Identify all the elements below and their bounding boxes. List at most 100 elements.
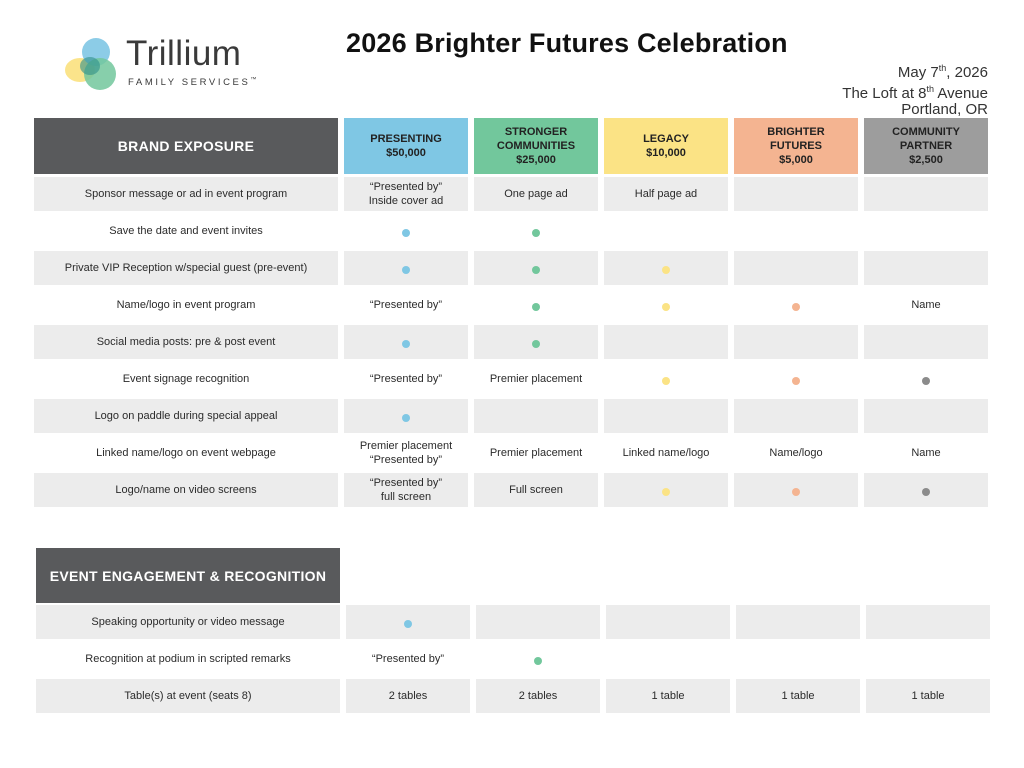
- legacy-benefit-cell: [604, 473, 728, 507]
- community-partner-benefit-cell: [864, 177, 988, 211]
- brand-exposure-header: BRAND EXPOSURE: [34, 118, 338, 174]
- stronger-communities-benefit-cell: [474, 325, 598, 359]
- trillium-logo: Trillium FAMILY SERVICES™: [60, 32, 280, 96]
- cell-text: Full screen: [509, 484, 563, 496]
- brighter-futures-benefit-cell: [736, 642, 860, 676]
- stronger-communities-benefit-cell: [474, 399, 598, 433]
- presenting-benefit-cell: [344, 251, 468, 285]
- brighter-futures-benefit-cell: [734, 325, 858, 359]
- cell-text: Inside cover ad: [368, 195, 444, 207]
- presenting-benefit-cell: [344, 325, 468, 359]
- benefit-label: Social media posts: pre & post event: [34, 325, 338, 359]
- event-engagement-table: Speaking opportunity or video message Rec…: [36, 605, 990, 713]
- tier-header-line: LEGACY: [643, 133, 689, 145]
- cell-text: 2 tables: [518, 690, 558, 702]
- cell-text: “Presented by”: [369, 454, 443, 466]
- brighter-futures-benefit-cell: [734, 177, 858, 211]
- benefit-label: Logo/name on video screens: [34, 473, 338, 507]
- cell-text: “Presented by”: [369, 373, 443, 385]
- event-city: Portland, OR: [901, 101, 988, 118]
- presenting-benefit-cell: “Presented by”: [344, 362, 468, 396]
- tier-header-line: PRESENTING: [370, 133, 442, 145]
- green-dot-icon: [532, 340, 540, 348]
- peach-dot-icon: [792, 377, 800, 385]
- presenting-benefit-cell: [344, 214, 468, 248]
- community-partner-benefit-cell: 1 table: [866, 679, 990, 713]
- cell-text: Name: [911, 447, 941, 459]
- presenting-benefit-cell: “Presented by”: [344, 288, 468, 322]
- blue-dot-icon: [404, 620, 412, 628]
- presenting-benefit-cell: “Presented by”: [346, 642, 470, 676]
- tier-header-line: $10,000: [646, 147, 686, 159]
- cell-text: Name: [911, 299, 941, 311]
- gray-dot-icon: [922, 488, 930, 496]
- brighter-futures-benefit-cell: [734, 399, 858, 433]
- benefit-label: Speaking opportunity or video message: [36, 605, 340, 639]
- presenting-benefit-cell: Premier placement “Presented by”: [344, 436, 468, 470]
- tier-header-community-partner: COMMUNITY PARTNER $2,500: [864, 118, 988, 174]
- legacy-benefit-cell: [604, 399, 728, 433]
- blue-dot-icon: [402, 340, 410, 348]
- tier-header-line: $25,000: [516, 154, 556, 166]
- cell-text: Half page ad: [634, 188, 698, 200]
- presenting-benefit-cell: “Presented by” Inside cover ad: [344, 177, 468, 211]
- cell-text: 1 table: [651, 690, 685, 702]
- page-title: 2026 Brighter Futures Celebration: [346, 28, 788, 58]
- cell-text: Premier placement: [489, 447, 583, 459]
- benefit-label: Recognition at podium in scripted remark…: [85, 653, 291, 665]
- brighter-futures-benefit-cell: 1 table: [736, 679, 860, 713]
- yellow-dot-icon: [662, 303, 670, 311]
- stronger-communities-benefit-cell: [476, 605, 600, 639]
- legacy-benefit-cell: Half page ad: [604, 177, 728, 211]
- blue-dot-icon: [402, 266, 410, 274]
- peach-dot-icon: [792, 303, 800, 311]
- legacy-benefit-cell: [604, 214, 728, 248]
- tier-header-line: $5,000: [779, 154, 813, 166]
- tier-header-line: FUTURES: [770, 140, 822, 152]
- yellow-dot-icon: [662, 266, 670, 274]
- benefit-label: Save the date and event invites: [109, 225, 263, 237]
- benefit-label: Event signage recognition: [122, 373, 250, 385]
- presenting-benefit-cell: [344, 399, 468, 433]
- legacy-benefit-cell: 1 table: [606, 679, 730, 713]
- stronger-communities-benefit-cell: Full screen: [474, 473, 598, 507]
- green-dot-icon: [532, 303, 540, 311]
- green-dot-icon: [534, 657, 542, 665]
- brighter-futures-benefit-cell: [734, 251, 858, 285]
- presenting-benefit-cell: 2 tables: [346, 679, 470, 713]
- stronger-communities-benefit-cell: [476, 642, 600, 676]
- legacy-benefit-cell: [604, 325, 728, 359]
- presenting-benefit-cell: [346, 605, 470, 639]
- community-partner-benefit-cell: [864, 362, 988, 396]
- event-engagement-header: EVENT ENGAGEMENT & RECOGNITION: [36, 548, 340, 603]
- blue-dot-icon: [402, 414, 410, 422]
- tier-header-line: STRONGER: [504, 126, 568, 138]
- benefit-label: Logo on paddle during special appeal: [34, 399, 338, 433]
- stronger-communities-benefit-cell: Premier placement: [474, 436, 598, 470]
- logo-wordmark: Trillium: [126, 34, 242, 73]
- community-partner-benefit-cell: [864, 214, 988, 248]
- cell-text: One page ad: [504, 188, 568, 200]
- stronger-communities-benefit-cell: [474, 214, 598, 248]
- legacy-benefit-cell: [606, 605, 730, 639]
- event-date: May 7th, 2026: [897, 63, 988, 81]
- brighter-futures-benefit-cell: [736, 605, 860, 639]
- tier-header-line: $2,500: [909, 154, 943, 166]
- community-partner-benefit-cell: [866, 642, 990, 676]
- tier-header-presenting: PRESENTING $50,000: [344, 118, 468, 174]
- community-partner-benefit-cell: Name: [864, 436, 988, 470]
- cell-text: Premier placement: [359, 440, 453, 452]
- brand-exposure-table: BRAND EXPOSURE PRESENTING $50,000 STRONGER…: [34, 118, 988, 507]
- event-details: May 7th, 2026 The Loft at 8th Avenue Por…: [842, 60, 988, 118]
- presenting-benefit-cell: “Presented by” full screen: [344, 473, 468, 507]
- cell-text: full screen: [380, 491, 432, 503]
- benefit-label: Table(s) at event (seats 8): [36, 679, 340, 713]
- stronger-communities-benefit-cell: [474, 288, 598, 322]
- legacy-benefit-cell: [606, 642, 730, 676]
- cell-text: Name/logo: [769, 447, 823, 459]
- cell-text: 1 table: [911, 690, 945, 702]
- legacy-benefit-cell: [604, 362, 728, 396]
- green-dot-icon: [532, 229, 540, 237]
- benefit-label: Private VIP Reception w/special guest (p…: [34, 251, 338, 285]
- community-partner-benefit-cell: [864, 399, 988, 433]
